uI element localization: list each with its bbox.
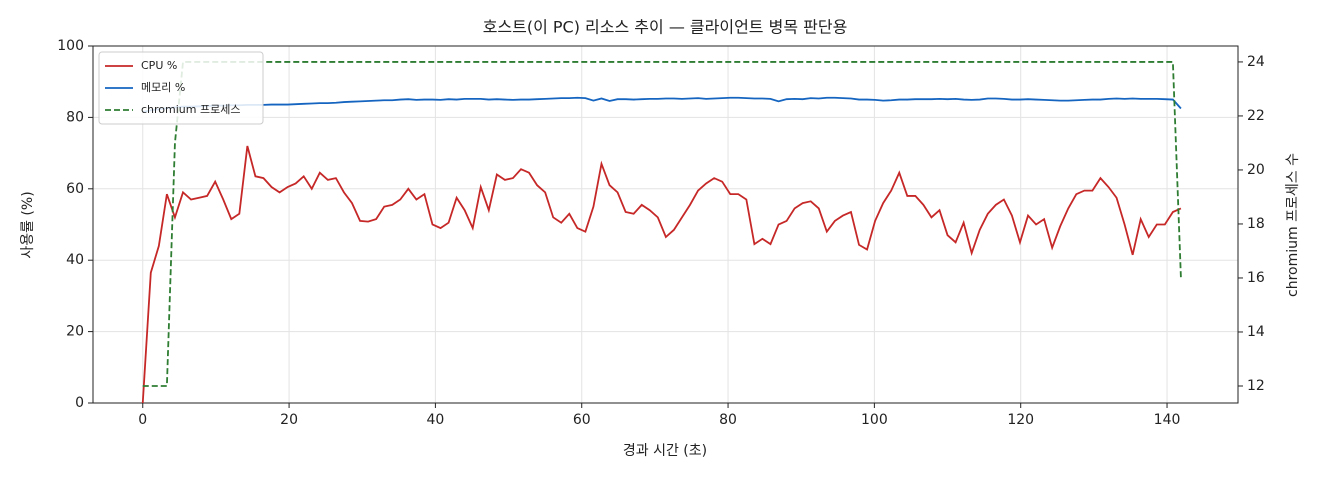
y2-tick-label: 20 [1247, 162, 1265, 178]
x-tick-label: 140 [1154, 412, 1181, 428]
y2-tick-label: 22 [1247, 108, 1265, 124]
x-tick-label: 60 [573, 412, 591, 428]
y-axis-label: 사용률 (%) [20, 191, 36, 258]
y2-tick-label: 14 [1247, 324, 1265, 340]
x-axis-label: 경과 시간 (초) [623, 443, 707, 459]
y-tick-label: 40 [66, 252, 84, 268]
x-tick-label: 80 [719, 412, 737, 428]
y-tick-label: 20 [66, 324, 84, 340]
series-line [142, 96, 1182, 113]
series-line [141, 145, 1182, 404]
y-tick-label: 60 [66, 181, 84, 197]
legend-label: CPU % [141, 59, 177, 72]
y-tick-label: 100 [57, 38, 84, 54]
x-tick-label: 40 [426, 412, 444, 428]
legend-label: chromium 프로세스 [141, 103, 240, 116]
legend: CPU % 메모리 % chromium 프로세스 [98, 51, 264, 125]
x-tick-label: 120 [1007, 412, 1034, 428]
x-tick-label: 100 [861, 412, 888, 428]
x-tick-label: 0 [138, 412, 147, 428]
y-tick-label: 80 [66, 109, 84, 125]
y-tick-label: 0 [75, 395, 84, 411]
legend-label: 메모리 % [141, 81, 185, 94]
plot-frame [92, 45, 1239, 404]
legend-box [98, 51, 264, 125]
y2-tick-label: 16 [1247, 270, 1265, 286]
y2-tick-label: 12 [1247, 378, 1265, 394]
series-line [142, 61, 1182, 387]
y2-axis-label: chromium 프로세스 수 [1285, 153, 1301, 297]
y2-tick-label: 24 [1247, 54, 1265, 70]
x-tick-label: 20 [280, 412, 298, 428]
chart-title: 호스트(이 PC) 리소스 추이 — 클라이언트 병목 판단용 [483, 18, 848, 37]
y2-tick-label: 18 [1247, 216, 1265, 232]
